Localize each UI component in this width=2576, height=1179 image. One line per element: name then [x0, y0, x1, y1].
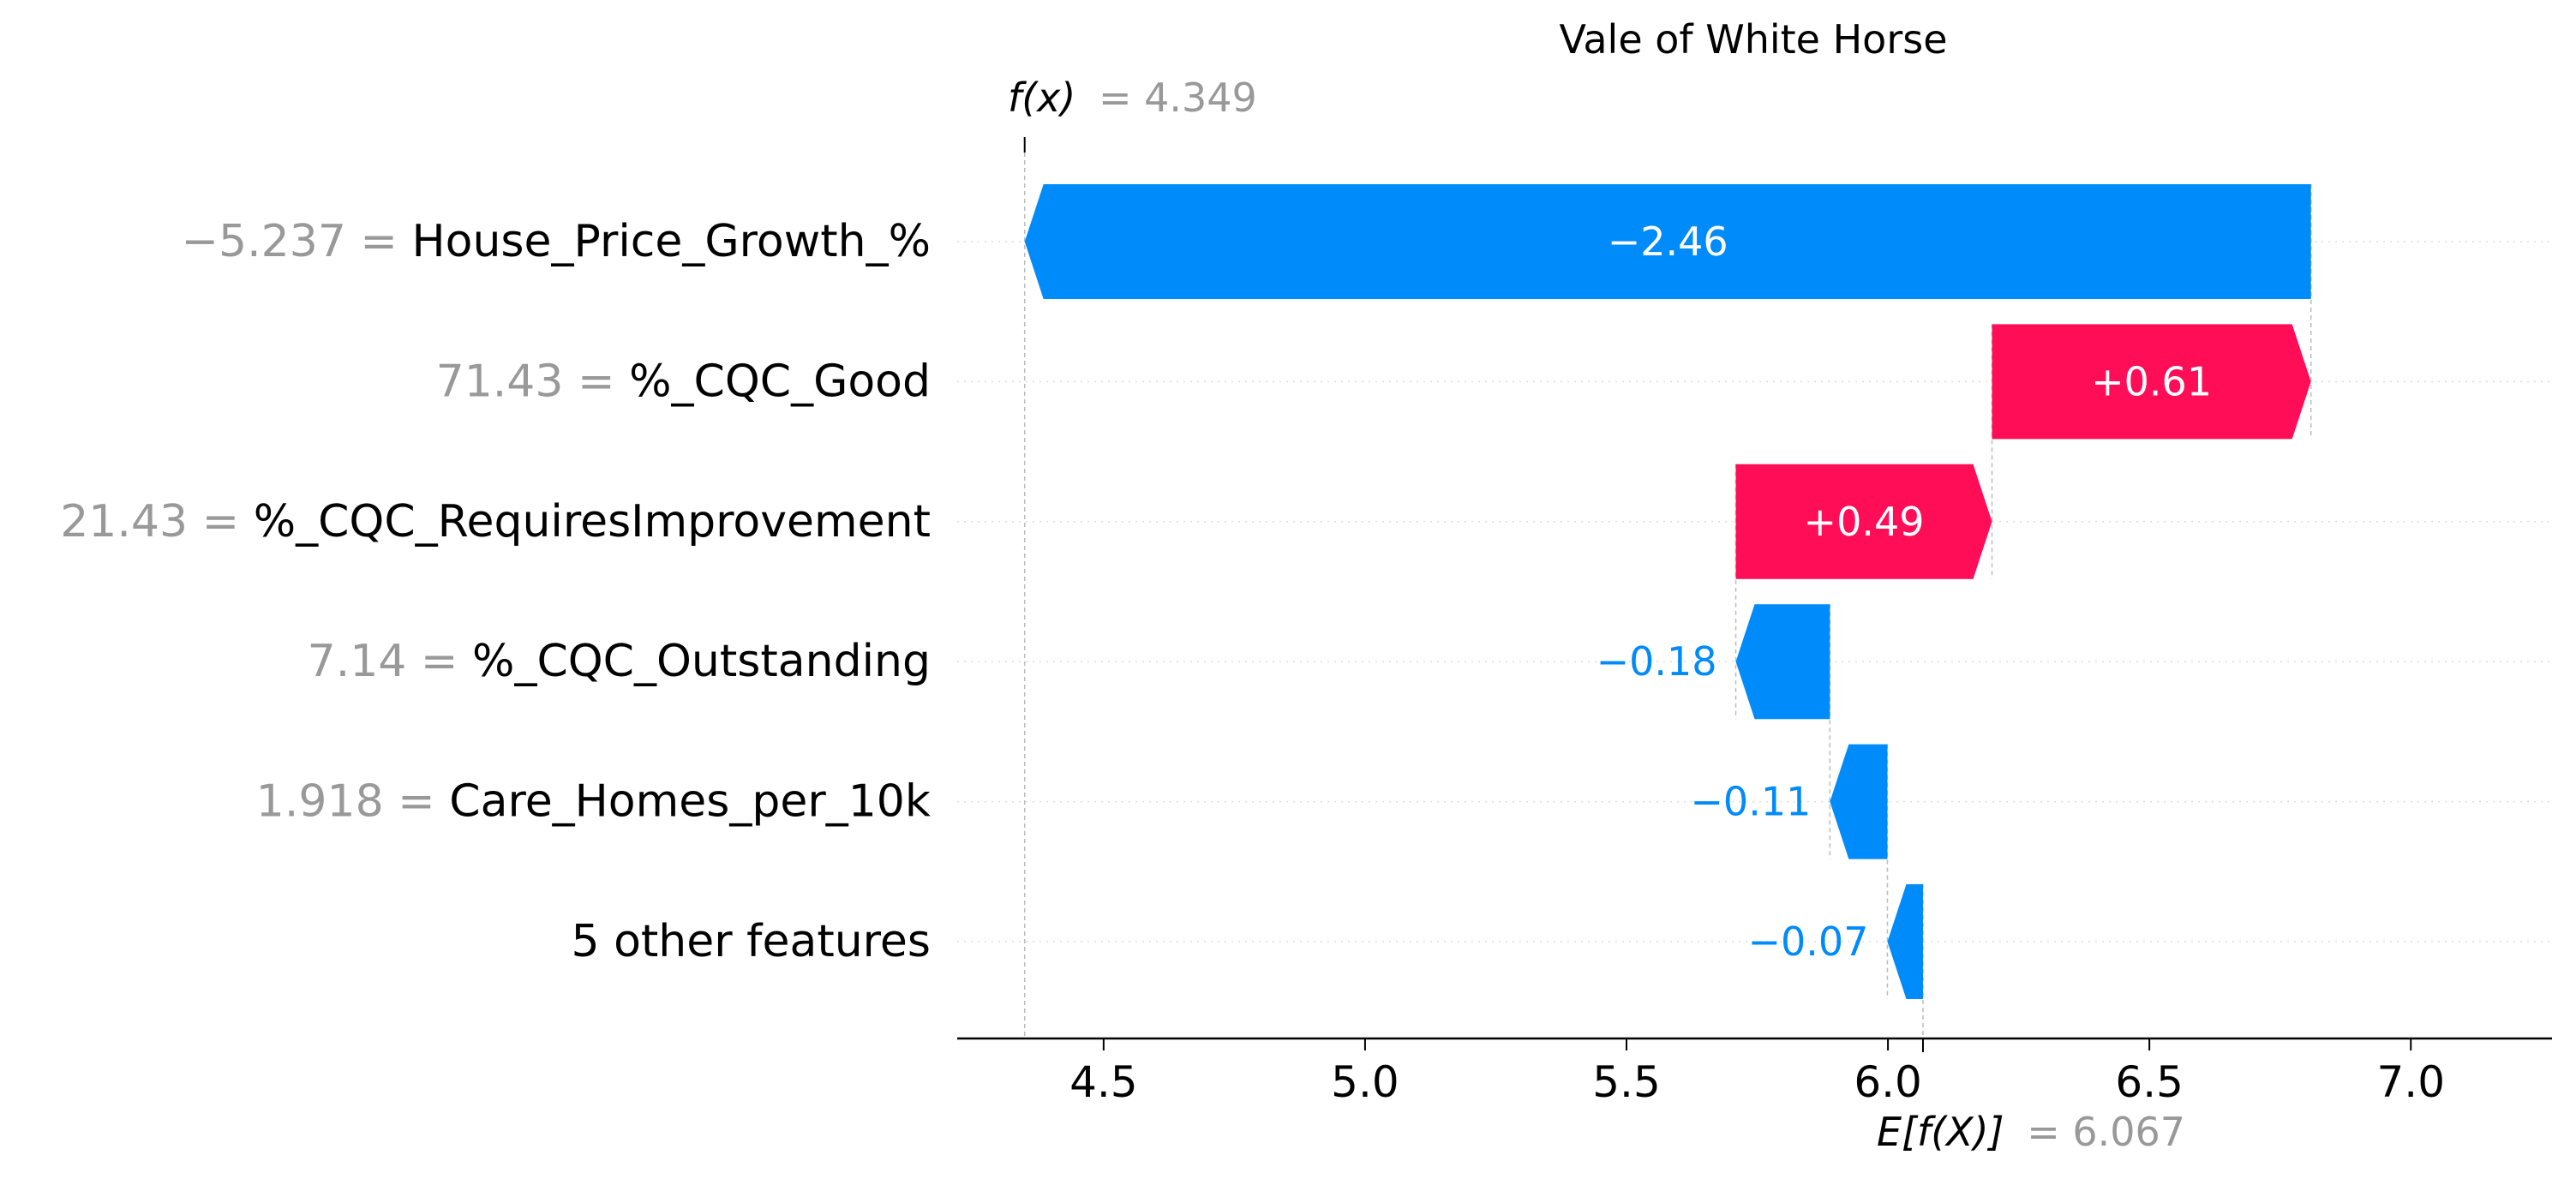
x-tick-label: 5.5 — [1592, 1057, 1661, 1107]
positive-contribution-bar — [1992, 324, 2311, 440]
feature-label: 7.14 = %_CQC_Outstanding — [308, 636, 931, 687]
feature-label: −5.237 = House_Price_Growth_% — [181, 216, 931, 267]
feature-name: Care_Homes_per_10k — [449, 776, 931, 828]
negative-contribution-bar — [1735, 604, 1830, 720]
row-gridlines — [957, 241, 2552, 943]
bar-value-label: −2.46 — [1608, 218, 1728, 265]
feature-name: %_CQC_Good — [629, 356, 931, 407]
x-tick-label: 6.0 — [1854, 1057, 1922, 1107]
feature-labels-group: −5.237 = House_Price_Growth_% 71.43 = %_C… — [60, 216, 931, 967]
x-tick-label: 4.5 — [1069, 1057, 1138, 1107]
expected-value: = 6.067 — [2027, 1109, 2185, 1155]
expected-annotation: E[f(X)] = 6.067 — [1877, 1109, 2185, 1155]
feature-name: %_CQC_RequiresImprovement — [254, 496, 931, 548]
feature-value: −5.237 = — [181, 216, 411, 267]
fx-label: f(x) — [1008, 75, 1075, 121]
x-tick-label: 7.0 — [2376, 1057, 2445, 1107]
x-tick-label: 6.5 — [2115, 1057, 2184, 1107]
negative-contribution-bar — [1830, 744, 1888, 859]
bar-labels-group: −2.46 +0.61 +0.49 −0.18 −0.11 −0.07 — [1597, 218, 2213, 965]
negative-contribution-bar — [1024, 184, 2311, 299]
feature-name: House_Price_Growth_% — [412, 216, 931, 267]
feature-value: 71.43 = — [436, 356, 630, 407]
feature-label: 21.43 = %_CQC_RequiresImprovement — [60, 496, 931, 548]
chart-title: Vale of White Horse — [1559, 16, 1947, 63]
feature-name: %_CQC_Outstanding — [472, 636, 931, 687]
feature-value: 1.918 = — [256, 776, 450, 828]
negative-contribution-bar — [1887, 884, 1923, 999]
expected-label: E[f(X)] — [1877, 1109, 2004, 1155]
feature-label: 71.43 = %_CQC_Good — [436, 356, 931, 407]
x-tick-label: 5.0 — [1331, 1057, 1399, 1107]
feature-value: 7.14 = — [308, 636, 472, 687]
fx-value: = 4.349 — [1099, 75, 1257, 121]
positive-contribution-bar — [1735, 464, 1992, 579]
feature-label: 1.918 = Care_Homes_per_10k — [256, 776, 931, 828]
bars-group — [1024, 184, 2311, 999]
bar-value-label: −0.18 — [1597, 638, 1717, 685]
feature-label: 5 other features — [571, 916, 931, 967]
bar-value-label: +0.49 — [1804, 499, 1925, 545]
bar-value-label: +0.61 — [2091, 358, 2212, 404]
bar-value-label: −0.11 — [1690, 779, 1811, 825]
feature-value: 21.43 = — [60, 496, 254, 548]
bar-value-label: −0.07 — [1748, 919, 1869, 965]
x-axis: 4.5 5.0 5.5 6.0 6.5 7.0 — [957, 1037, 2552, 1107]
fx-annotation: f(x) = 4.349 — [1008, 75, 1257, 121]
feature-name: 5 other features — [571, 916, 931, 967]
